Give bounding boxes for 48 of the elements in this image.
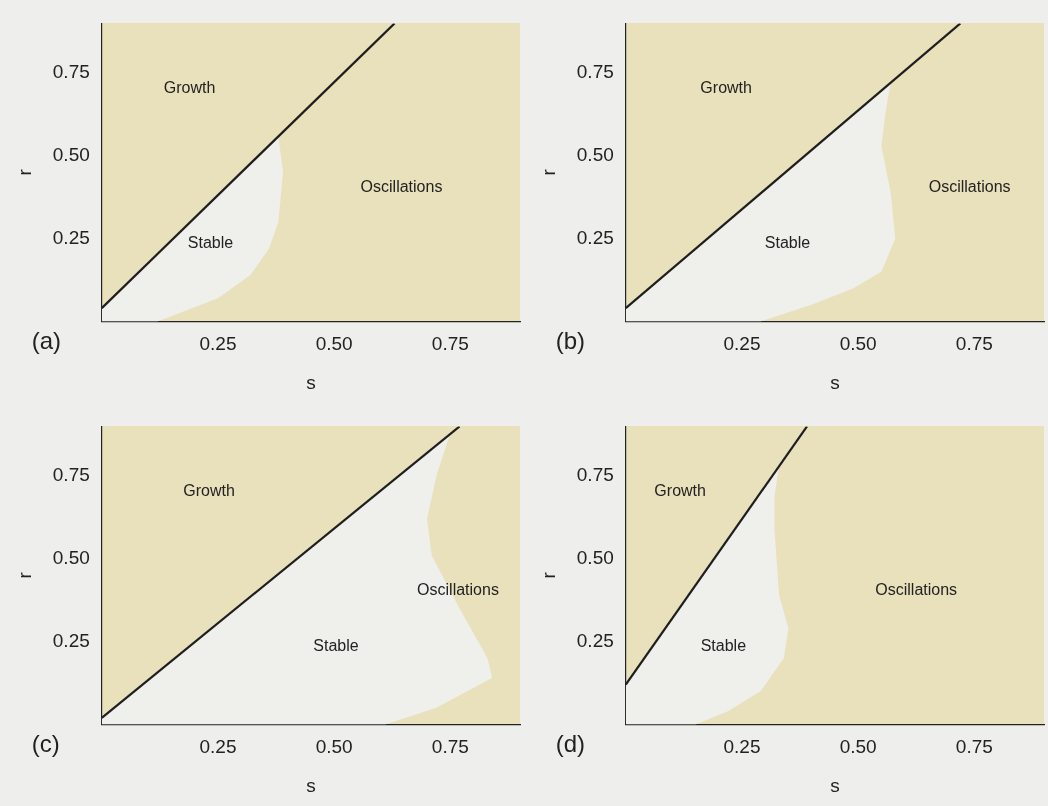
x-tick-label: 0.75 — [431, 736, 469, 758]
y-tick-label: 0.75 — [576, 464, 614, 486]
x-tick-label: 0.50 — [315, 333, 353, 355]
y-tick-label: 0.25 — [52, 629, 90, 651]
y-tick-label: 0.50 — [52, 144, 90, 166]
annotation: Growth — [700, 79, 752, 97]
x-tick-label: 0.75 — [431, 333, 469, 355]
x-tick-label: 0.50 — [839, 333, 877, 355]
y-tick-label: 0.75 — [576, 61, 614, 83]
annotation: Stable — [313, 637, 359, 655]
x-tick-label: 0.25 — [199, 736, 237, 758]
text: (c) — [31, 730, 60, 759]
x-tick-label: 0.50 — [839, 736, 877, 758]
annotation: Oscillations — [928, 177, 1011, 195]
text: (d) — [555, 730, 586, 759]
x-tick-label: 0.75 — [955, 736, 993, 758]
x-tick-label: 0.75 — [955, 333, 993, 355]
x-axis-title: s — [830, 774, 840, 796]
annotation: Stable — [764, 234, 811, 252]
x-tick-label: 0.25 — [723, 736, 761, 758]
x-axis-title: s — [306, 774, 316, 796]
x-tick-label: 0.25 — [723, 333, 761, 355]
x-tick-label: 0.25 — [199, 333, 237, 355]
annotation: Oscillations — [360, 177, 443, 195]
y-axis-title: r — [537, 571, 559, 579]
y-tick-label: 0.25 — [576, 226, 614, 248]
y-tick-label: 0.50 — [52, 547, 90, 569]
annotation: Stable — [700, 637, 747, 655]
y-axis-title: r — [537, 168, 559, 176]
annotation: Growth — [183, 482, 235, 500]
y-tick-label: 0.50 — [576, 547, 614, 569]
text: (b) — [555, 327, 586, 356]
y-tick-label: 0.25 — [576, 629, 614, 651]
y-axis-title: r — [13, 571, 35, 579]
x-tick-label: 0.50 — [315, 736, 353, 758]
y-tick-label: 0.75 — [52, 464, 90, 486]
annotation: Oscillations — [417, 580, 499, 598]
y-axis-title: r — [13, 168, 35, 176]
annotation: Growth — [163, 79, 216, 97]
annotation: Stable — [187, 234, 234, 252]
x-axis-title: s — [830, 371, 840, 393]
annotation: Oscillations — [875, 580, 958, 598]
y-tick-label: 0.25 — [52, 226, 90, 248]
annotation: Growth — [654, 482, 706, 500]
y-tick-label: 0.75 — [52, 61, 90, 83]
y-tick-label: 0.50 — [576, 144, 614, 166]
text: (a) — [31, 327, 62, 356]
x-axis-title: s — [306, 371, 316, 393]
